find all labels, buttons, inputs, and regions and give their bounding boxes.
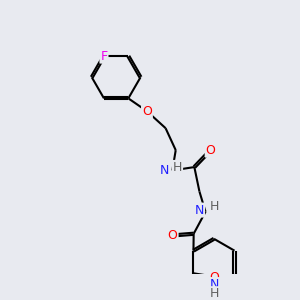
Text: O: O	[142, 105, 152, 118]
Text: N: N	[195, 204, 204, 217]
Text: H: H	[173, 161, 182, 174]
Text: N: N	[160, 164, 170, 177]
Text: N: N	[209, 278, 219, 291]
Text: H: H	[209, 200, 219, 213]
Text: O: O	[209, 271, 219, 284]
Text: O: O	[206, 144, 215, 157]
Text: O: O	[168, 229, 178, 242]
Text: H: H	[209, 287, 219, 300]
Text: F: F	[100, 50, 107, 63]
